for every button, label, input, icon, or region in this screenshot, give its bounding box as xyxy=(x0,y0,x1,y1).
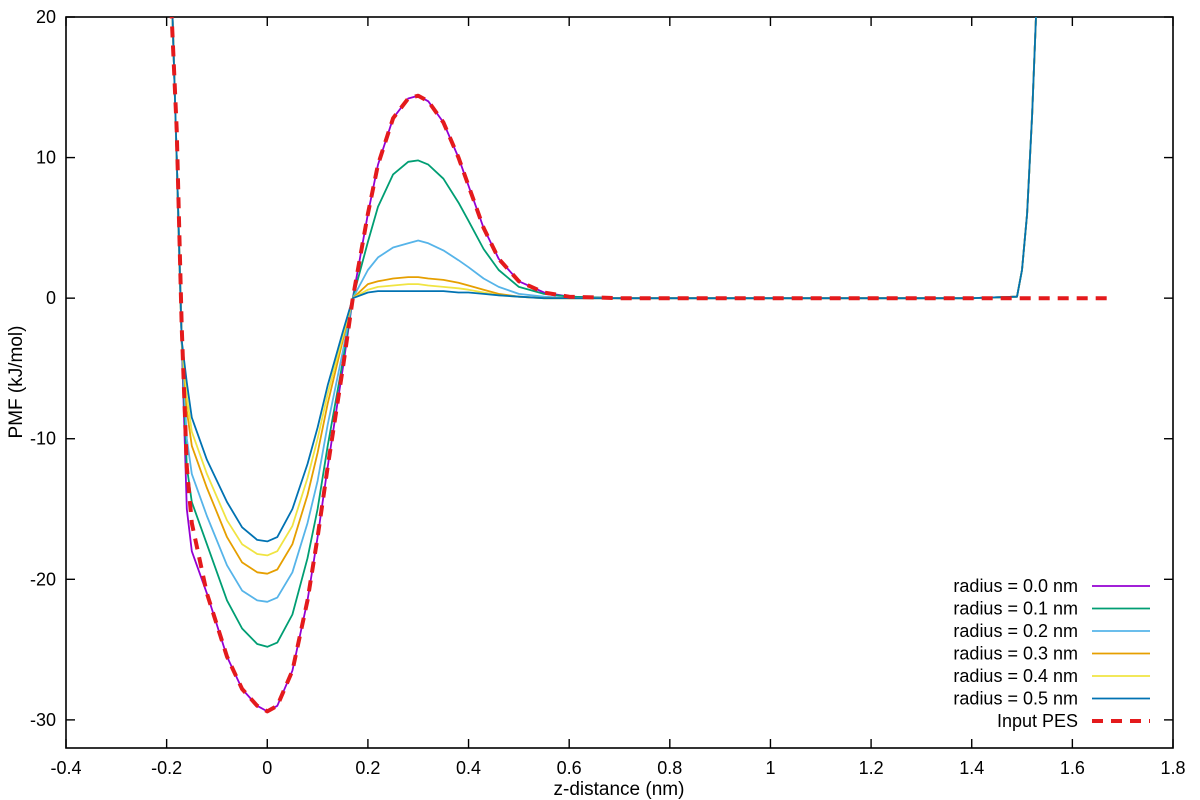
plot-frame xyxy=(65,16,1174,749)
y-tick-label: 10 xyxy=(36,148,56,168)
y-tick-label: 20 xyxy=(36,7,56,27)
x-tick-label: 1.6 xyxy=(1060,758,1085,778)
legend-label: radius = 0.2 nm xyxy=(953,621,1078,641)
y-tick-label: -10 xyxy=(30,429,56,449)
series-line-0 xyxy=(171,17,1037,713)
x-tick-label: 0.4 xyxy=(456,758,481,778)
series-layer xyxy=(169,17,1108,714)
x-tick-label: 1.8 xyxy=(1160,758,1185,778)
legend-label: radius = 0.4 nm xyxy=(953,666,1078,686)
x-tick-label: 1.4 xyxy=(959,758,984,778)
x-tick-label: 0 xyxy=(262,758,272,778)
x-tick-label: 0.6 xyxy=(557,758,582,778)
legend-label: Input PES xyxy=(997,711,1078,731)
x-tick-label: 0.8 xyxy=(657,758,682,778)
x-tick-label: 1 xyxy=(765,758,775,778)
x-tick-label: -0.2 xyxy=(151,758,182,778)
series-line-6 xyxy=(169,17,1108,714)
legend-label: radius = 0.0 nm xyxy=(953,576,1078,596)
legend-label: radius = 0.3 nm xyxy=(953,644,1078,664)
x-axis-label: z-distance (nm) xyxy=(554,779,685,800)
legend-label: radius = 0.1 nm xyxy=(953,599,1078,619)
x-tick-label: -0.4 xyxy=(50,758,81,778)
y-tick-label: -30 xyxy=(30,710,56,730)
x-tick-label: 1.2 xyxy=(859,758,884,778)
series-line-3 xyxy=(171,17,1037,575)
y-axis-label: PMF (kJ/mol) xyxy=(6,326,27,439)
y-tick-label: -20 xyxy=(30,569,56,589)
y-tick-label: 0 xyxy=(46,288,56,308)
axis-ticks: -0.4 -0.2 0 0.2 0.4 0.6 0.8 1 1.2 1.4 1.6 1.8 -30 -20… xyxy=(30,7,1186,778)
x-tick-label: 0.2 xyxy=(355,758,380,778)
legend-label: radius = 0.5 nm xyxy=(953,689,1078,709)
series-line-5 xyxy=(171,17,1037,543)
series-line-1 xyxy=(171,17,1037,648)
series-line-4 xyxy=(171,17,1037,557)
